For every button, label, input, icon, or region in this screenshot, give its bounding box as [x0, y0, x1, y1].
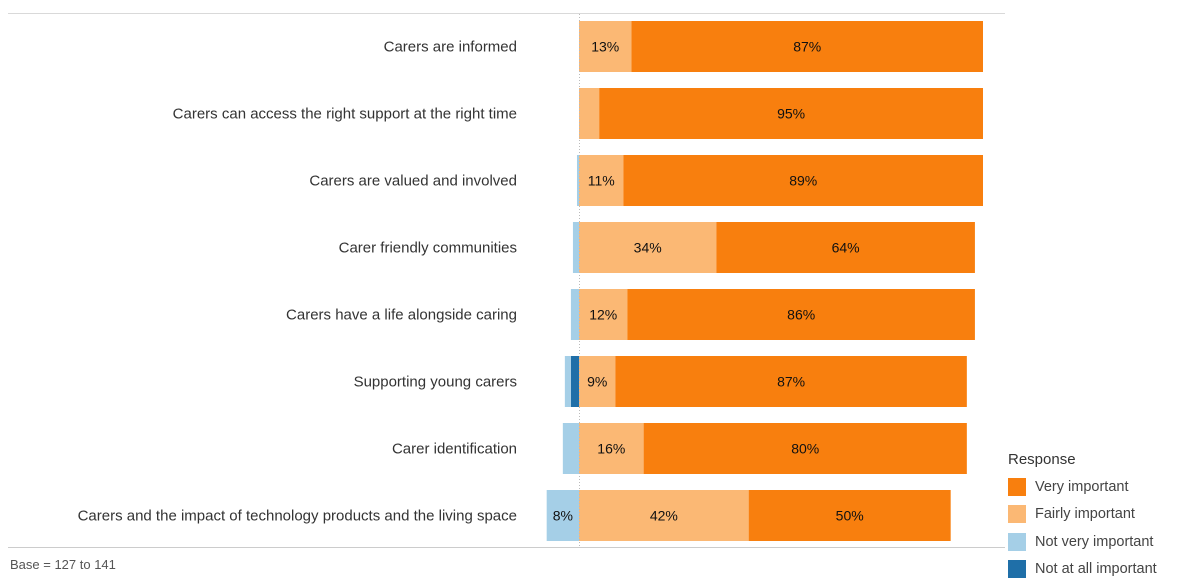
legend-label: Very important: [1035, 479, 1129, 495]
legend-item-very-important: Very important: [1008, 473, 1190, 501]
legend-item-not-at-all-important: Not at all important: [1008, 556, 1190, 583]
legend-swatch: [1008, 505, 1026, 523]
legend-swatch: [1008, 533, 1026, 551]
bar-fairly-important: [579, 88, 599, 139]
category-label: Carer friendly communities: [339, 240, 517, 257]
bar-not-very-important: [577, 155, 579, 206]
legend-item-fairly-important: Fairly important: [1008, 501, 1190, 529]
data-label: 34%: [634, 240, 662, 256]
category-label: Carers have a life alongside caring: [286, 307, 517, 324]
data-label: 86%: [787, 307, 815, 323]
category-label: Carers can access the right support at t…: [173, 106, 517, 123]
data-label: 64%: [832, 240, 860, 256]
data-label: 13%: [591, 39, 619, 55]
data-label: 87%: [793, 39, 821, 55]
bar-not-very-important: [565, 356, 571, 407]
legend-swatch: [1008, 560, 1026, 578]
data-label: 9%: [587, 374, 607, 390]
category-label: Carers are valued and involved: [309, 173, 517, 190]
bar-not-very-important: [563, 423, 579, 474]
data-label: 12%: [589, 307, 617, 323]
data-label: 50%: [836, 508, 864, 524]
bars-layer: [547, 21, 983, 541]
legend-swatch: [1008, 478, 1026, 496]
legend-label: Not at all important: [1035, 561, 1157, 577]
legend-item-not-very-important: Not very important: [1008, 528, 1190, 556]
category-label: Carers are informed: [384, 39, 517, 56]
bar-not-at-all-important: [571, 356, 579, 407]
legend-title: Response: [1008, 451, 1190, 468]
bar-not-very-important: [571, 289, 579, 340]
data-label: 16%: [597, 441, 625, 457]
bar-not-very-important: [573, 222, 579, 273]
data-label: 42%: [650, 508, 678, 524]
category-label: Carers and the impact of technology prod…: [78, 508, 517, 525]
legend-label: Fairly important: [1035, 506, 1135, 522]
category-label: Supporting young carers: [354, 374, 517, 391]
data-label: 87%: [777, 374, 805, 390]
data-label: 11%: [588, 173, 615, 189]
data-label: 80%: [791, 441, 819, 457]
legend-items: Very important Fairly important Not very i…: [1008, 473, 1190, 583]
category-label: Carer identification: [392, 441, 517, 458]
data-label: 89%: [789, 173, 817, 189]
data-label: 8%: [553, 508, 573, 524]
data-label: 95%: [777, 106, 805, 122]
base-note: Base = 127 to 141: [10, 557, 116, 572]
legend: Response Very important Fairly important N…: [1008, 451, 1190, 583]
legend-label: Not very important: [1035, 534, 1153, 550]
